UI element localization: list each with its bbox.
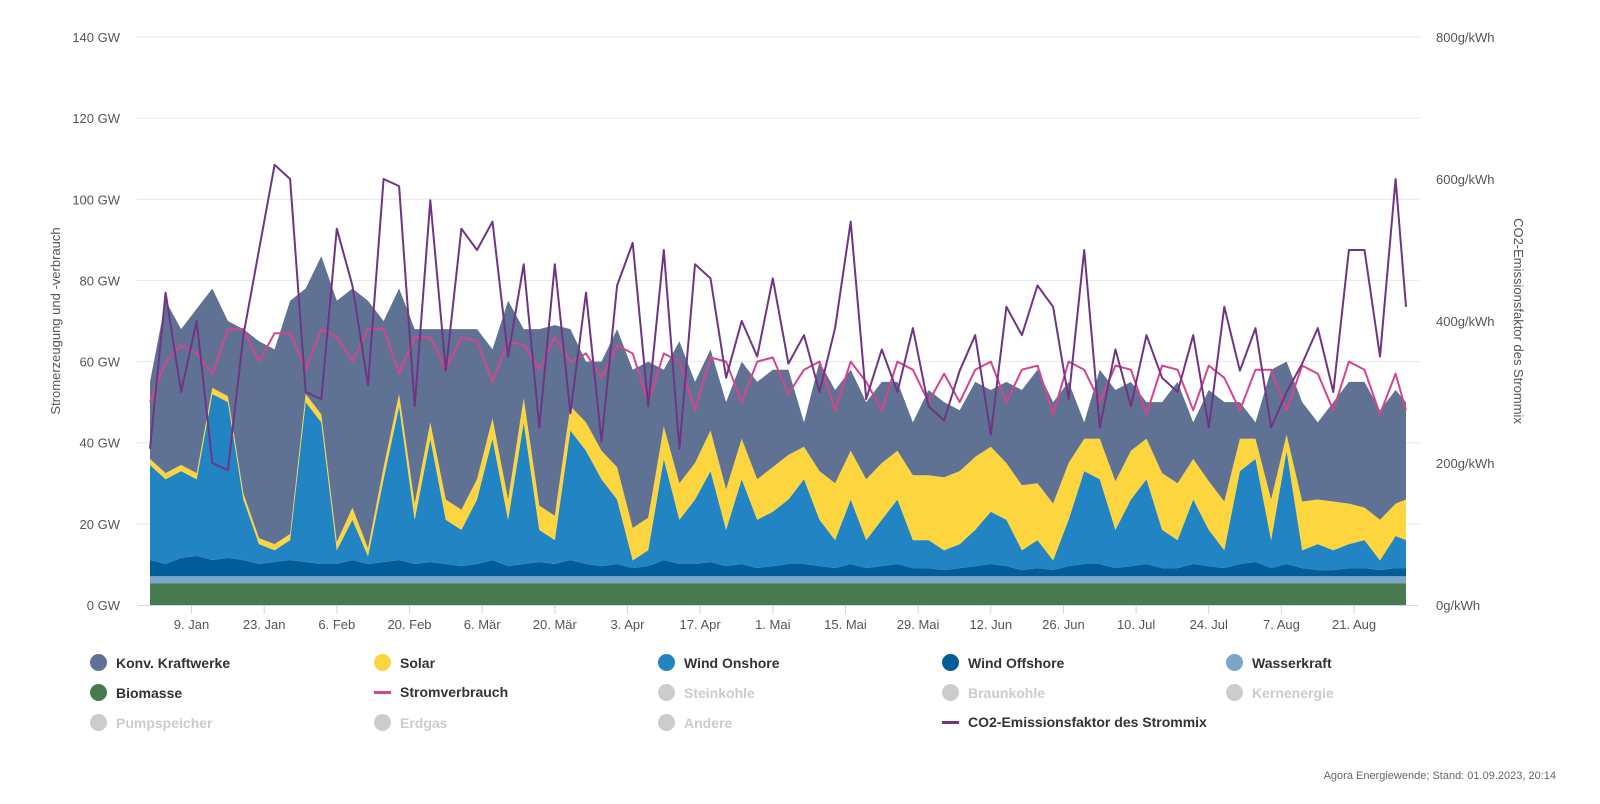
area-biomasse xyxy=(150,583,1406,605)
y-right-tick-label: 200g/kWh xyxy=(1436,456,1495,471)
line-stromverbrauch xyxy=(149,328,1407,416)
x-tick-label: 15. Mai xyxy=(824,617,867,632)
legend-item-wind-offshore[interactable]: Wind Offshore xyxy=(942,654,1064,671)
series-lines xyxy=(149,163,1407,472)
circle-marker-icon xyxy=(658,654,675,671)
x-tick-label: 20. Mär xyxy=(533,617,578,632)
x-tick-label: 9. Jan xyxy=(174,617,209,632)
legend-item-braunkohle[interactable]: Braunkohle xyxy=(942,684,1045,701)
circle-marker-icon xyxy=(1226,654,1243,671)
legend-item-solar[interactable]: Solar xyxy=(374,654,435,671)
legend-label: Wasserkraft xyxy=(1252,654,1332,671)
legend-label: Braunkohle xyxy=(968,684,1046,701)
stacked-areas xyxy=(150,256,1406,605)
legend-label: Kernenergie xyxy=(1252,684,1334,701)
legend-label: Konv. Kraftwerke xyxy=(116,654,231,671)
y-axis-right: 0g/kWh 200g/kWh 400g/kWh 600g/kWh 800g/kWh xyxy=(1436,30,1495,613)
y-tick-label: 80 GW xyxy=(80,273,121,288)
area-wind-onshore xyxy=(150,394,1406,571)
y-right-tick-label: 800g/kWh xyxy=(1436,30,1495,45)
y-right-tick-label: 400g/kWh xyxy=(1436,314,1495,329)
legend-item-wind-onshore[interactable]: Wind Onshore xyxy=(658,654,780,671)
x-tick-label: 6. Mär xyxy=(464,617,502,632)
x-axis: 9. Jan 23. Jan 6. Feb 20. Feb 6. Mär 20. Mär 3… xyxy=(138,605,1418,632)
legend-item-co2-emissionsfaktor-des-strommix[interactable]: CO2-Emissionsfaktor des Strommix xyxy=(942,714,1207,730)
circle-marker-icon xyxy=(942,654,959,671)
circle-marker-icon xyxy=(658,714,675,731)
area-wasserkraft xyxy=(150,576,1406,584)
source-credit: Agora Energiewende; Stand: 01.09.2023, 2… xyxy=(1323,770,1556,782)
circle-marker-icon xyxy=(90,654,107,671)
y-tick-label: 20 GW xyxy=(80,517,121,532)
legend-item-erdgas[interactable]: Erdgas xyxy=(374,714,447,731)
y-tick-label: 60 GW xyxy=(80,355,121,370)
x-tick-label: 17. Apr xyxy=(680,617,722,632)
legend-label: Steinkohle xyxy=(684,684,755,701)
x-tick-label: 20. Feb xyxy=(387,617,431,632)
x-tick-label: 29. Mai xyxy=(897,617,940,632)
y-tick-label: 140 GW xyxy=(72,30,120,45)
y-tick-label: 120 GW xyxy=(72,111,120,126)
legend-label: CO2-Emissionsfaktor des Strommix xyxy=(968,714,1207,730)
legend-label: Solar xyxy=(400,654,436,671)
circle-marker-icon xyxy=(374,714,391,731)
x-tick-label: 3. Apr xyxy=(611,617,646,632)
area-wind-offshore xyxy=(150,555,1406,577)
circle-marker-icon xyxy=(90,684,107,701)
line-marker-icon xyxy=(942,720,959,724)
x-tick-label: 7. Aug xyxy=(1263,617,1300,632)
legend-label: Biomasse xyxy=(116,684,183,701)
y-axis-title-left: Stromerzeugung und -verbrauch xyxy=(48,227,63,414)
circle-marker-icon xyxy=(658,684,675,701)
x-tick-label: 21. Aug xyxy=(1332,617,1376,632)
legend-item-pumpspeicher[interactable]: Pumpspeicher xyxy=(90,714,212,731)
y-tick-label: 0 GW xyxy=(87,598,121,613)
y-axis-title-right: CO2-Emissionsfaktor des Strommix xyxy=(1511,218,1526,424)
legend-label: Andere xyxy=(684,714,733,731)
y-axis-left: 0 GW 20 GW 40 GW 60 GW 80 GW 100 GW 120 GW 140 … xyxy=(72,30,120,613)
area-solar xyxy=(150,387,1406,561)
line-marker-icon xyxy=(374,690,391,694)
y-right-tick-label: 0g/kWh xyxy=(1436,598,1480,613)
line-co2-emissionsfaktor-des-strommix xyxy=(149,163,1407,472)
legend-item-kernenergie[interactable]: Kernenergie xyxy=(1226,684,1334,701)
legend: Konv. Kraftwerke Solar Wind Onshore Wind Of… xyxy=(0,648,1600,748)
legend-label: Erdgas xyxy=(400,714,448,731)
circle-marker-icon xyxy=(90,714,107,731)
x-tick-label: 12. Jun xyxy=(969,617,1012,632)
y-tick-label: 40 GW xyxy=(80,436,121,451)
legend-item-konv-kraftwerke[interactable]: Konv. Kraftwerke xyxy=(90,654,230,671)
circle-marker-icon xyxy=(374,654,391,671)
legend-label: Wind Onshore xyxy=(684,654,780,671)
x-tick-label: 10. Jul xyxy=(1117,617,1155,632)
x-tick-label: 26. Jun xyxy=(1042,617,1085,632)
x-tick-label: 24. Jul xyxy=(1190,617,1228,632)
legend-item-steinkohle[interactable]: Steinkohle xyxy=(658,684,755,701)
legend-item-andere[interactable]: Andere xyxy=(658,714,732,731)
legend-label: Stromverbrauch xyxy=(400,684,509,700)
legend-label: Pumpspeicher xyxy=(116,714,213,731)
legend-item-stromverbrauch[interactable]: Stromverbrauch xyxy=(374,684,508,700)
legend-label: Wind Offshore xyxy=(968,654,1065,671)
y-tick-label: 100 GW xyxy=(72,192,120,207)
legend-item-biomasse[interactable]: Biomasse xyxy=(90,684,182,701)
circle-marker-icon xyxy=(942,684,959,701)
circle-marker-icon xyxy=(1226,684,1243,701)
legend-item-wasserkraft[interactable]: Wasserkraft xyxy=(1226,654,1332,671)
x-tick-label: 1. Mai xyxy=(755,617,791,632)
x-tick-label: 23. Jan xyxy=(243,617,286,632)
y-right-tick-label: 600g/kWh xyxy=(1436,172,1495,187)
x-tick-label: 6. Feb xyxy=(318,617,355,632)
area-konv-kraftwerke xyxy=(150,256,1406,549)
